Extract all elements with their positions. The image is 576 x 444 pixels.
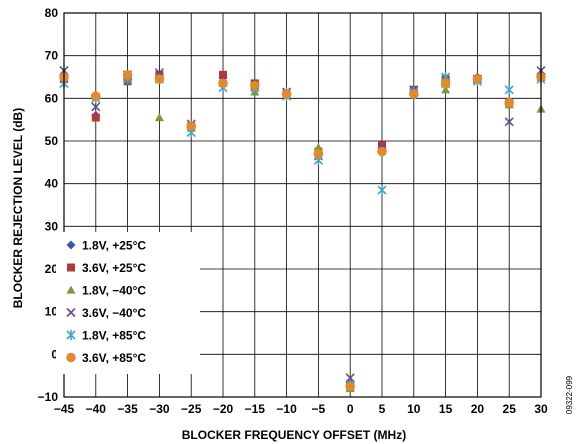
data-point (504, 117, 514, 127)
x-tick-label: −25 (181, 402, 202, 416)
data-point (409, 89, 419, 99)
data-point (441, 85, 451, 94)
y-tick-label: 10 (45, 305, 59, 319)
legend-marker (66, 285, 76, 294)
data-point (186, 121, 196, 131)
data-point (377, 146, 387, 157)
legend-item: 3.6V, −40°C (66, 306, 146, 320)
x-tick-label: 25 (503, 402, 517, 416)
x-tick-label: −30 (149, 402, 170, 416)
data-point (154, 74, 165, 84)
tick-labels: −45 −40 −35 −30 −25 −20 −15 −10 −5 0 5 10 15 20 25 30 −1… (38, 6, 548, 416)
data-point (345, 381, 356, 392)
data-point (91, 113, 100, 122)
legend-box (56, 232, 200, 374)
series-5 (59, 70, 546, 392)
y-tick-label: 40 (45, 177, 59, 191)
data-point (281, 89, 292, 99)
plot-frame (63, 12, 542, 398)
data-point (218, 78, 228, 89)
legend-item: 1.8V, +25°C (66, 239, 146, 253)
y-tick-label: −10 (38, 390, 59, 404)
x-tick-label: 5 (379, 402, 386, 416)
data-point (504, 97, 514, 108)
legend-item: 1.8V, +85°C (66, 329, 146, 343)
x-tick-label: −20 (213, 402, 234, 416)
legend-label: 1.8V, +85°C (82, 329, 146, 343)
y-tick-label: 30 (45, 219, 59, 233)
legend-marker (66, 330, 76, 340)
data-points (59, 66, 546, 393)
legend-label: 3.6V, −40°C (82, 306, 146, 320)
y-tick-label: 20 (45, 262, 59, 276)
y-tick-label: 70 (45, 49, 59, 63)
legend-item: 3.6V, +85°C (66, 351, 146, 365)
x-tick-label: −35 (117, 402, 138, 416)
legend-marker (66, 307, 76, 318)
data-point (472, 74, 483, 84)
legend-label: 1.8V, −40°C (82, 284, 146, 298)
legend-marker (66, 240, 76, 250)
x-tick-label: 20 (471, 402, 485, 416)
data-point (91, 102, 101, 112)
legend-label: 1.8V, +25°C (82, 239, 146, 253)
y-tick-label: 80 (45, 6, 59, 20)
legend-marker (67, 263, 75, 272)
legend-marker (66, 352, 76, 363)
x-tick-label: 10 (407, 402, 421, 416)
legend-item: 1.8V, −40°C (66, 284, 146, 298)
data-point (313, 142, 323, 151)
y-tick-label: 60 (45, 91, 59, 105)
y-tick-label: 0 (51, 347, 58, 361)
data-point (219, 70, 227, 79)
legend: 1.8V, +25°C 3.6V, +25°C 1.8V, −40°C 3.6V, −… (56, 232, 200, 374)
y-axis-title: BLOCKER REJECTION LEVEL (dB) (11, 108, 25, 308)
data-point (377, 185, 387, 196)
data-point (440, 78, 451, 89)
figure-id: 09322-099 (565, 375, 574, 414)
data-point (154, 113, 164, 122)
data-point (250, 80, 260, 91)
y-tick-label: 50 (45, 134, 59, 148)
legend-item: 3.6V, +25°C (67, 261, 146, 275)
legend-label: 3.6V, +85°C (82, 351, 146, 365)
x-tick-label: 15 (439, 402, 453, 416)
x-tick-label: 0 (347, 402, 354, 416)
data-point (122, 70, 133, 80)
x-tick-label: −40 (86, 402, 107, 416)
x-tick-label: −10 (276, 402, 297, 416)
legend-label: 3.6V, +25°C (82, 261, 146, 275)
data-point (504, 84, 514, 95)
x-tick-label: −45 (54, 402, 75, 416)
x-tick-label: −5 (312, 402, 326, 416)
x-tick-label: 30 (534, 402, 548, 416)
x-tick-label: −15 (245, 402, 266, 416)
x-axis-title: BLOCKER FREQUENCY OFFSET (MHz) (182, 428, 406, 442)
data-point (313, 149, 324, 159)
data-point (91, 91, 101, 101)
